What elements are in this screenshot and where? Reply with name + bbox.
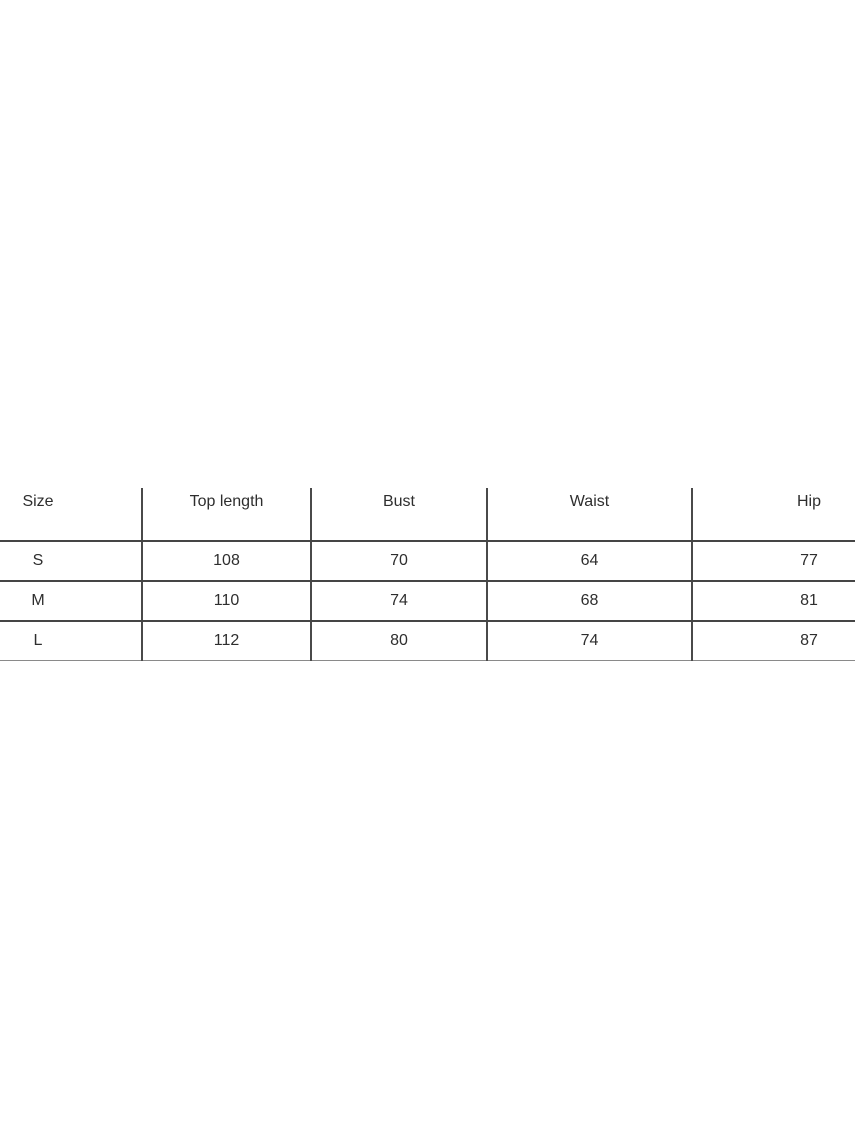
cell-bust-l: 80 [310, 621, 487, 661]
size-chart-body: S 108 70 64 77 M 110 74 68 81 L 112 80 7… [0, 541, 855, 661]
cell-size-l: L [0, 621, 142, 661]
cell-bust-s: 70 [310, 541, 487, 582]
column-header-bust: Bust [310, 488, 487, 542]
cell-top-length-l: 112 [141, 621, 311, 661]
column-header-hip: Hip [691, 488, 855, 542]
cell-waist-m: 68 [486, 581, 692, 622]
cell-top-length-s: 108 [141, 541, 311, 582]
size-chart-header: Size Top length Bust Waist Hip [0, 488, 855, 542]
column-header-top-length: Top length [141, 488, 311, 542]
table-row-s: S 108 70 64 77 [0, 541, 855, 582]
size-chart-container: Size Top length Bust Waist Hip S 108 70 … [0, 488, 855, 661]
table-row-l: L 112 80 74 87 [0, 621, 855, 661]
column-header-size: Size [0, 488, 142, 542]
header-row: Size Top length Bust Waist Hip [0, 488, 855, 542]
cell-waist-s: 64 [486, 541, 692, 582]
cell-hip-m: 81 [691, 581, 855, 622]
cell-size-s: S [0, 541, 142, 582]
size-chart-table: Size Top length Bust Waist Hip S 108 70 … [0, 488, 855, 661]
table-row-m: M 110 74 68 81 [0, 581, 855, 622]
cell-size-m: M [0, 581, 142, 622]
column-header-waist: Waist [486, 488, 692, 542]
cell-top-length-m: 110 [141, 581, 311, 622]
cell-bust-m: 74 [310, 581, 487, 622]
cell-hip-l: 87 [691, 621, 855, 661]
cell-waist-l: 74 [486, 621, 692, 661]
cell-hip-s: 77 [691, 541, 855, 582]
